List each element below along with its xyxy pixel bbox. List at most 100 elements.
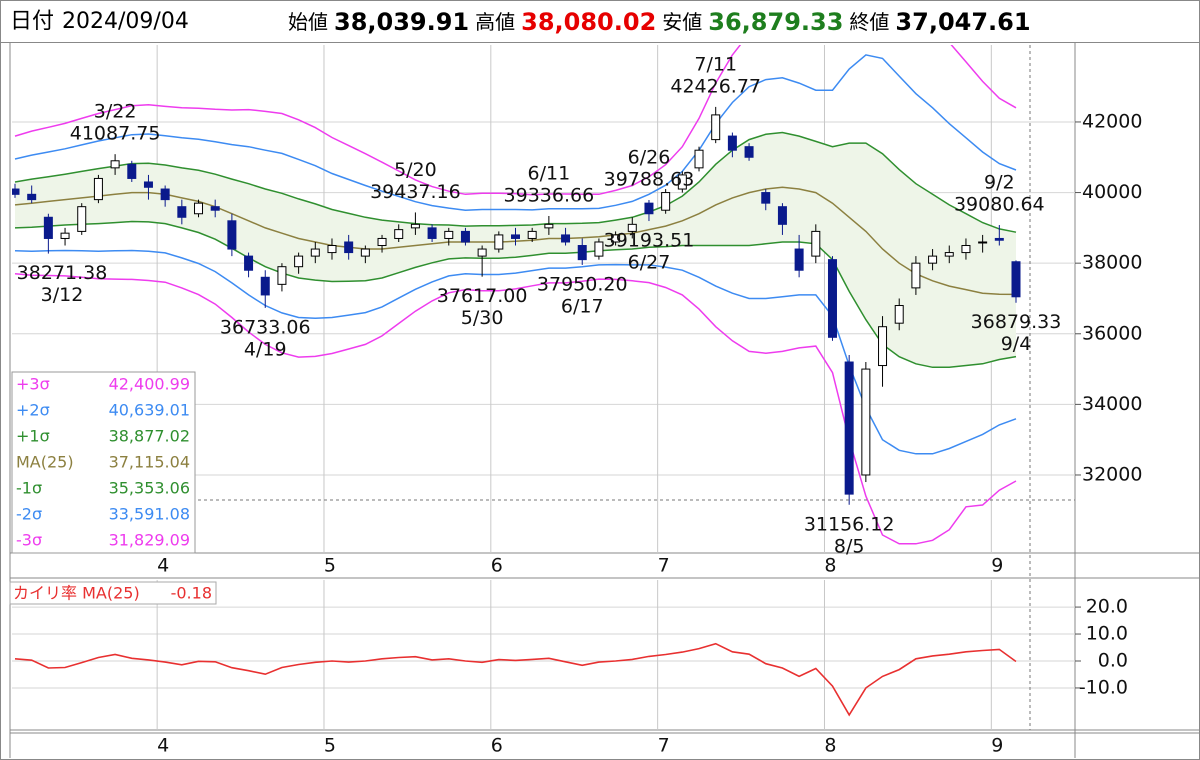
legend-name: +1σ — [16, 427, 50, 446]
candle-body — [744, 146, 754, 158]
price-value: 38,080.02 — [521, 8, 656, 36]
annotation-value: 36879.33 — [971, 311, 1062, 333]
legend-value: 31,829.09 — [109, 531, 190, 550]
candle-body — [427, 227, 437, 239]
candle-body — [27, 193, 37, 201]
candle-body — [827, 259, 837, 338]
band-line — [14, 131, 1017, 233]
indicator-name: カイリ率 MA(25) — [13, 584, 140, 603]
y-tick-label: 10.0 — [1086, 623, 1128, 645]
annotation-value: 39080.64 — [954, 194, 1045, 216]
annotation-value: 39336.66 — [504, 184, 595, 206]
y-tick-label: 40000 — [1082, 181, 1142, 203]
candle-body — [177, 206, 187, 218]
annotation-value: 36733.06 — [220, 316, 311, 338]
y-tick-label: 38000 — [1082, 252, 1142, 274]
x-tick-label: 9 — [991, 735, 1003, 757]
candle-body — [894, 305, 904, 324]
x-tick-label: 7 — [658, 555, 670, 577]
candle-body — [210, 206, 220, 211]
candle-body — [544, 223, 554, 229]
header-date: 日付 2024/09/04 — [10, 9, 189, 34]
candle-body — [360, 248, 370, 257]
annotation-date: 7/11 — [694, 53, 737, 75]
annotation-date: 4/19 — [244, 338, 287, 360]
annotation-date: 8/5 — [834, 535, 865, 557]
candle-body — [811, 230, 821, 257]
candle-body — [944, 252, 954, 257]
candle-body — [961, 245, 971, 254]
candle-body — [277, 266, 287, 285]
legend-value: 35,353.06 — [109, 479, 190, 498]
candle-body — [160, 188, 170, 201]
candle-body — [644, 202, 654, 215]
candle-body — [327, 245, 337, 254]
legend-box — [11, 371, 196, 554]
candle-body — [661, 192, 671, 211]
sub-plot-area — [14, 642, 1017, 717]
candle-body — [727, 135, 737, 151]
price-value: 36,879.33 — [708, 8, 843, 36]
x-tick-label: 8 — [824, 735, 836, 757]
y-tick-label: 20.0 — [1086, 596, 1128, 618]
candle-body — [110, 160, 120, 169]
legend-value: 42,400.99 — [109, 375, 190, 394]
candle-body — [711, 114, 721, 141]
candle-body — [444, 230, 454, 239]
x-tick-label: 6 — [491, 555, 503, 577]
candle-body — [677, 174, 687, 190]
annotation-value: 39437.16 — [370, 181, 461, 203]
legend-value: 33,591.08 — [109, 505, 190, 524]
annotation-date: 6/26 — [628, 147, 671, 169]
candle-body — [594, 241, 604, 257]
indicator-value: -0.18 — [171, 584, 212, 603]
legend-name: -2σ — [16, 505, 42, 524]
annotation-value: 39193.51 — [604, 230, 695, 252]
candle-body — [260, 276, 270, 296]
legend-value: 37,115.04 — [109, 453, 190, 472]
y-tick-label: 0.0 — [1098, 649, 1128, 671]
candle-body — [194, 202, 204, 215]
price-label: 安値 — [662, 10, 702, 34]
y-tick-label: 34000 — [1082, 393, 1142, 415]
candle-body — [994, 237, 1004, 241]
x-tick-label: 5 — [324, 735, 336, 757]
y-tick-label: 36000 — [1082, 322, 1142, 344]
header-box — [0, 0, 1200, 43]
candle-body — [527, 230, 537, 239]
candle-body — [344, 241, 354, 254]
annotation-value: 38271.38 — [17, 262, 108, 284]
legend-name: -1σ — [16, 479, 42, 498]
candle-body — [143, 181, 153, 188]
candle-body — [794, 248, 804, 271]
x-tick-label: 6 — [491, 735, 503, 757]
price-value: 38,039.91 — [334, 8, 469, 36]
x-tick-label: 7 — [658, 735, 670, 757]
annotation-value: 37617.00 — [437, 285, 528, 307]
candle-body — [694, 149, 704, 169]
annotation-date: 9/2 — [984, 172, 1015, 194]
candle-body — [577, 245, 587, 261]
legend-value: 40,639.01 — [109, 401, 190, 420]
price-label: 始値 — [288, 10, 328, 34]
annotation-value: 37950.20 — [537, 273, 628, 295]
candle-body — [43, 216, 53, 239]
candle-body — [1011, 261, 1021, 298]
candle-body — [410, 223, 420, 229]
x-tick-label: 9 — [991, 555, 1003, 577]
candle-body — [511, 234, 520, 239]
price-value: 37,047.61 — [895, 8, 1030, 36]
legend-name: +3σ — [16, 375, 50, 394]
plot-area — [12, 45, 1021, 545]
candle-body — [93, 177, 103, 201]
legend-name: +2σ — [16, 401, 50, 420]
price-label: 高値 — [475, 10, 515, 34]
annotation-date: 5/30 — [461, 307, 504, 329]
annotation-date: 6/27 — [628, 252, 671, 274]
line — [14, 642, 1017, 717]
candle-body — [127, 163, 137, 179]
candle-body — [394, 229, 404, 239]
header-prices: 始値 38,039.91 高値 38,080.02 安値 36,879.33 終値 37,04… — [288, 8, 1031, 36]
